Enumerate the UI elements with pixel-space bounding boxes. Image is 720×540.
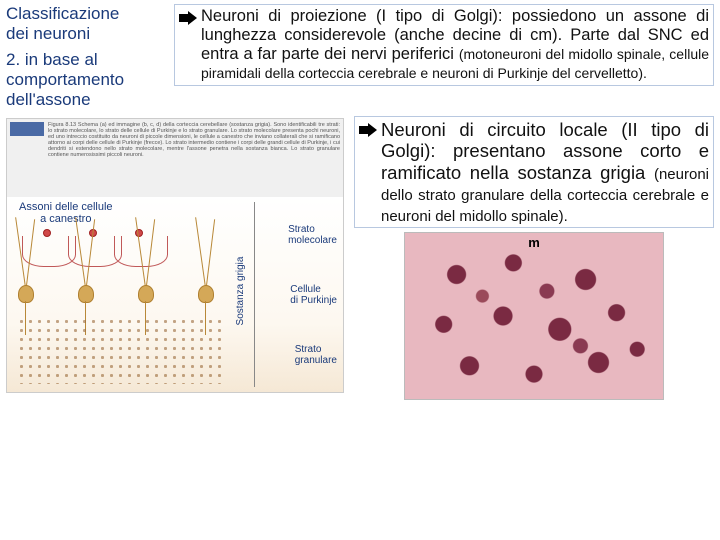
bullet-text: Neuroni di circuito locale (II tipo di G… bbox=[381, 119, 709, 225]
subtitle-line: 2. in base al bbox=[6, 50, 162, 70]
label-molecular-layer: Strato molecolare bbox=[288, 225, 337, 246]
purkinje-cell bbox=[75, 275, 97, 303]
histology-marker: m bbox=[528, 235, 540, 250]
subtitle: 2. in base al comportamento dell'assone bbox=[0, 48, 168, 116]
arrow-icon bbox=[179, 10, 197, 26]
subtitle-line: comportamento bbox=[6, 70, 162, 90]
purkinje-cell bbox=[195, 275, 217, 303]
title-line: dei neuroni bbox=[6, 24, 162, 44]
sidebar-titles: Classificazione dei neuroni 2. in base a… bbox=[0, 0, 168, 116]
purkinje-cell bbox=[135, 275, 157, 303]
histology-micrograph: m bbox=[404, 232, 664, 400]
bullet-text: Neuroni di proiezione (I tipo di Golgi):… bbox=[201, 7, 709, 83]
title-line: Classificazione bbox=[6, 4, 162, 24]
granule-layer bbox=[17, 317, 223, 384]
purkinje-cell bbox=[15, 275, 37, 303]
subtitle-line: dell'assone bbox=[6, 90, 162, 110]
basket-cell bbox=[43, 229, 51, 237]
grey-matter-bracket bbox=[251, 202, 255, 387]
cerebellum-diagram: Figura 8.13 Schema (a) ed immagine (b, c… bbox=[0, 116, 350, 404]
label-granular-layer: Strato granulare bbox=[295, 345, 337, 366]
anatomy-illustration: Assoni delle cellule a canestro Strato bbox=[7, 197, 343, 392]
figure-caption: Figura 8.13 Schema (a) ed immagine (b, c… bbox=[48, 122, 340, 194]
arrow-icon bbox=[359, 122, 377, 138]
label-grey-matter: Sostanza grigia bbox=[235, 256, 246, 325]
label-purkinje-cells: Cellule di Purkinje bbox=[290, 285, 337, 306]
main-title: Classificazione dei neuroni bbox=[0, 0, 168, 48]
bullet-local-circuit-neurons: Neuroni di circuito locale (II tipo di G… bbox=[354, 116, 714, 228]
figure-caption-strip: Figura 8.13 Schema (a) ed immagine (b, c… bbox=[7, 119, 343, 197]
textbook-logo bbox=[10, 122, 44, 136]
bullet-projection-neurons: Neuroni di proiezione (I tipo di Golgi):… bbox=[174, 4, 714, 86]
